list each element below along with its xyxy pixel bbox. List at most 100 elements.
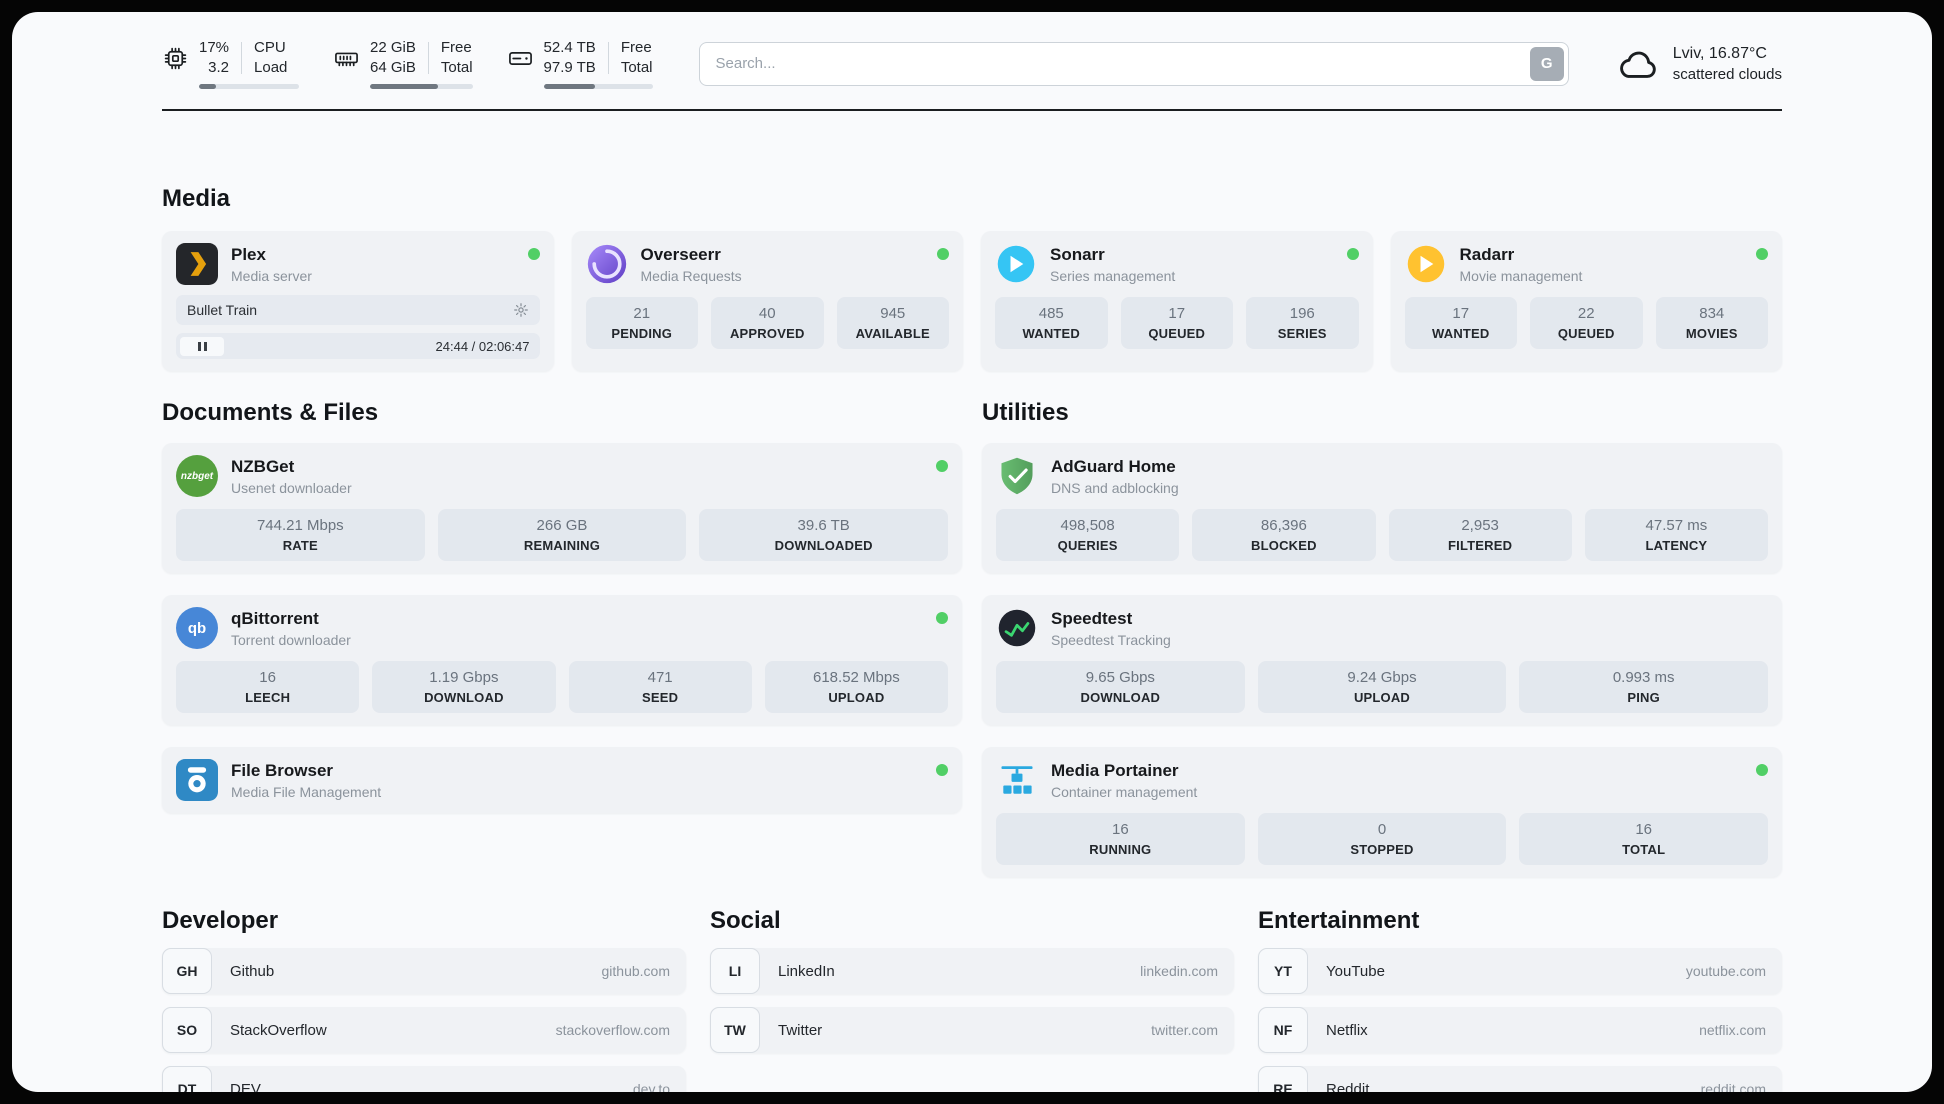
app-subtitle: Media Requests <box>640 267 742 284</box>
section-title-entertainment: Entertainment <box>1258 907 1420 934</box>
nzbget-icon-text: nzbget <box>176 455 218 497</box>
app-card-sonarr: Sonarr Series management 485 WANTED 17 Q… <box>981 231 1373 371</box>
radarr-icon[interactable] <box>1405 243 1447 285</box>
link-domain: youtube.com <box>1685 963 1766 979</box>
stat-value: 86,396 <box>1260 517 1307 534</box>
gear-icon[interactable] <box>513 302 529 318</box>
stat-label: APPROVED <box>729 326 805 341</box>
search-engine-button[interactable]: G <box>1529 46 1564 81</box>
media-section: Media Plex Media server Bullet Train <box>162 185 1782 371</box>
stat-value: 0 <box>1377 821 1387 838</box>
stat-label: RUNNING <box>1089 842 1152 857</box>
stat-label: BLOCKED <box>1251 538 1317 553</box>
pause-button[interactable] <box>180 336 224 356</box>
link-stackoverflow[interactable]: SO StackOverflow stackoverflow.com <box>162 1007 686 1053</box>
stat-value: 2,953 <box>1461 517 1499 534</box>
link-youtube[interactable]: YT YouTube youtube.com <box>1258 948 1782 994</box>
documents-section: Documents & Files nzbget NZBGet Usenet d… <box>162 399 962 877</box>
stat-value: 471 <box>647 669 673 686</box>
status-dot <box>937 248 949 260</box>
app-name: Media Portainer <box>1051 760 1179 780</box>
ram-total-label: Total <box>440 59 473 76</box>
qbittorrent-icon[interactable]: qb <box>176 607 218 649</box>
link-domain: linkedin.com <box>1140 963 1218 979</box>
link-name: DEV <box>230 1080 261 1093</box>
link-name: StackOverflow <box>230 1021 327 1039</box>
disk-total-value: 97.9 TB <box>543 59 596 76</box>
cpu-icon <box>162 38 189 89</box>
stat-value: 47.57 ms <box>1645 517 1708 534</box>
adguard-icon[interactable] <box>996 455 1038 497</box>
cpu-label: CPU <box>254 39 286 56</box>
stat-tile: 21 PENDING <box>585 297 698 349</box>
link-name: Netflix <box>1326 1021 1368 1039</box>
app-subtitle: Media server <box>231 267 312 284</box>
link-github[interactable]: GH Github github.com <box>162 948 686 994</box>
link-netflix[interactable]: NF Netflix netflix.com <box>1258 1007 1782 1053</box>
link-twitter[interactable]: TW Twitter twitter.com <box>710 1007 1234 1053</box>
link-abbr: YT <box>1258 948 1308 994</box>
nzbget-icon[interactable]: nzbget <box>176 455 218 497</box>
metric-separator <box>241 42 243 74</box>
plex-icon[interactable] <box>176 243 218 285</box>
stat-value: 40 <box>758 305 776 322</box>
app-subtitle: Torrent downloader <box>231 631 351 648</box>
status-dot <box>936 460 948 472</box>
stat-tile: 9.65 Gbps DOWNLOAD <box>996 661 1245 713</box>
speedtest-icon[interactable] <box>996 607 1038 649</box>
cpu-progress-track <box>199 84 299 89</box>
stat-value: 17 <box>1168 305 1186 322</box>
link-dev[interactable]: DT DEV dev.to <box>162 1066 686 1092</box>
stat-value: 22 <box>1577 305 1595 322</box>
sonarr-icon[interactable] <box>995 243 1037 285</box>
playback-bar: 24:44 / 02:06:47 <box>176 333 540 359</box>
disk-free-label: Free <box>620 39 652 56</box>
stat-tile: 9.24 Gbps UPLOAD <box>1257 661 1507 713</box>
section-title-developer: Developer <box>162 907 279 934</box>
stat-label: LEECH <box>245 690 291 705</box>
weather-location: Lviv, 16.87°C <box>1672 44 1767 62</box>
cpu-load-value: 3.2 <box>208 59 230 76</box>
stat-tile: 16 RUNNING <box>996 813 1245 865</box>
link-linkedin[interactable]: LI LinkedIn linkedin.com <box>710 948 1234 994</box>
disk-icon <box>507 38 534 89</box>
status-dot <box>936 612 948 624</box>
stat-label: SEED <box>642 690 679 705</box>
stat-tile: 16 LEECH <box>176 661 360 713</box>
stat-tile: 2,953 FILTERED <box>1388 509 1572 561</box>
stat-label: RATE <box>282 538 318 553</box>
cpu-progress-fill <box>199 84 216 89</box>
stat-label: DOWNLOAD <box>1080 690 1161 705</box>
ram-icon <box>333 38 360 89</box>
app-name: Speedtest <box>1051 608 1133 628</box>
overseerr-icon[interactable] <box>586 243 628 285</box>
link-abbr: DT <box>162 1066 212 1092</box>
app-card-filebrowser: File Browser Media File Management <box>162 747 962 813</box>
topbar: 17% 3.2 CPU Load <box>162 38 1782 89</box>
portainer-icon[interactable] <box>996 759 1038 801</box>
link-reddit[interactable]: RE Reddit reddit.com <box>1258 1066 1782 1092</box>
utilities-section: Utilities AdGuard Home DNS and adblockin… <box>982 399 1782 877</box>
search-input[interactable] <box>698 41 1569 86</box>
stat-label: LATENCY <box>1645 538 1708 553</box>
stat-tile: 266 GB REMAINING <box>437 509 687 561</box>
stat-label: FILTERED <box>1448 538 1513 553</box>
link-name: Reddit <box>1326 1080 1370 1093</box>
stat-label: QUEUED <box>1148 326 1206 341</box>
app-card-overseerr: Overseerr Media Requests 21 PENDING 40 A… <box>571 231 963 371</box>
stat-label: UPLOAD <box>1353 690 1411 705</box>
link-domain: github.com <box>601 963 670 979</box>
link-domain: dev.to <box>632 1081 670 1092</box>
app-name: AdGuard Home <box>1051 456 1176 476</box>
link-domain: reddit.com <box>1700 1081 1766 1092</box>
stat-label: DOWNLOADED <box>774 538 873 553</box>
stat-value: 16 <box>259 669 276 686</box>
status-dot <box>1756 248 1768 260</box>
stat-tile: 39.6 TB DOWNLOADED <box>699 509 948 561</box>
filebrowser-icon[interactable] <box>176 759 218 801</box>
stat-value: 498,508 <box>1060 517 1115 534</box>
now-playing-title: Bullet Train <box>187 302 258 318</box>
stat-value: 485 <box>1038 305 1064 322</box>
stat-value: 744.21 Mbps <box>256 517 344 534</box>
